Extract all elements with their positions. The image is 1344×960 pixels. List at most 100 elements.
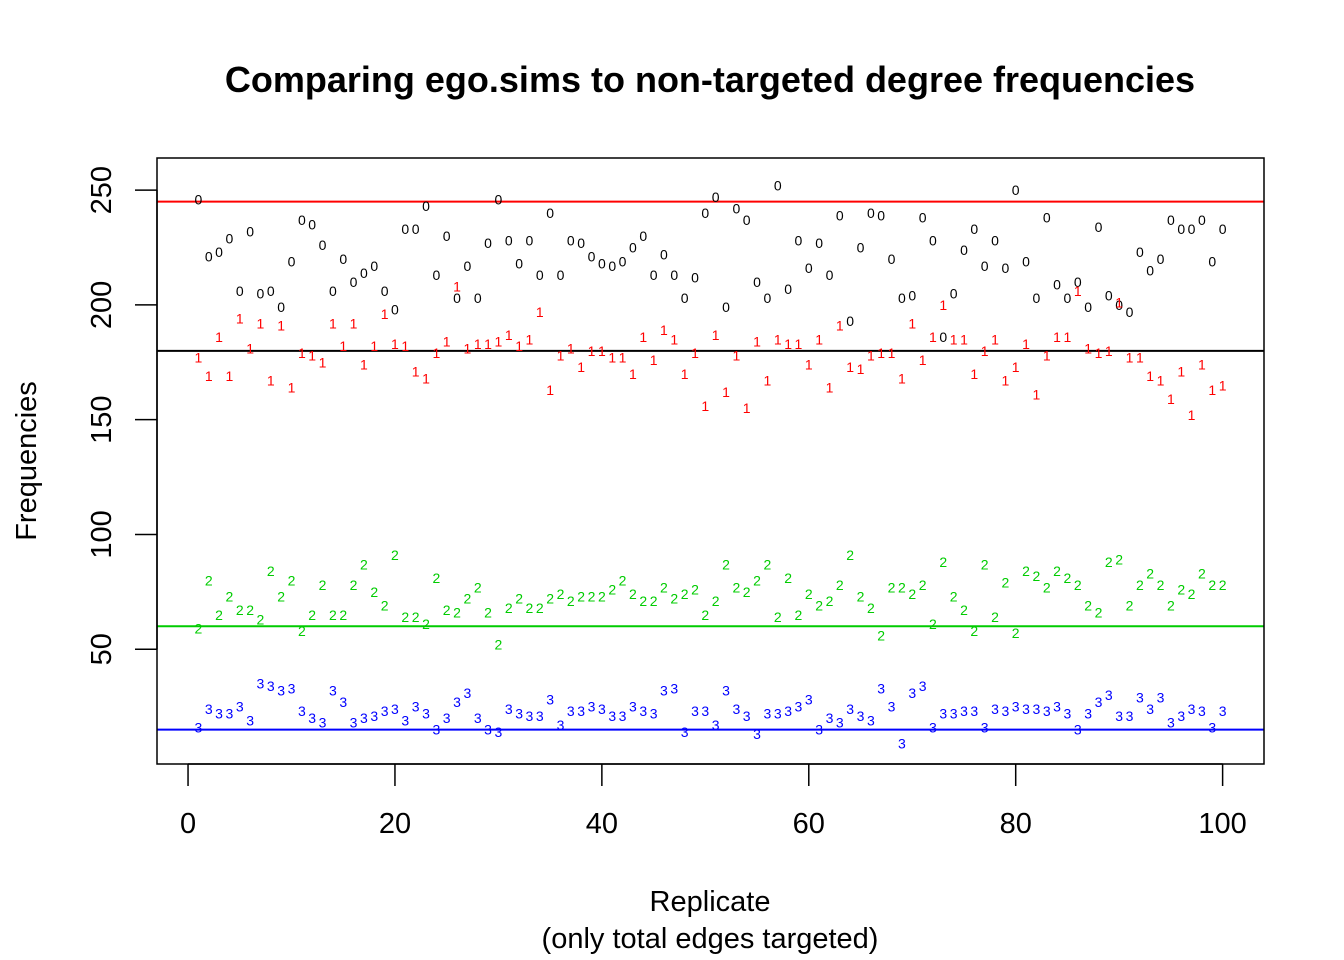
x-tick-label-20: 20 bbox=[379, 808, 411, 840]
point-1-88: 1 bbox=[1095, 345, 1103, 361]
point-3-93: 3 bbox=[1146, 701, 1154, 717]
point-1-90: 1 bbox=[1115, 295, 1123, 311]
point-3-100: 3 bbox=[1219, 703, 1227, 719]
point-1-77: 1 bbox=[981, 343, 989, 359]
point-0-57: 0 bbox=[774, 178, 782, 194]
point-2-34: 2 bbox=[536, 600, 544, 616]
point-3-83: 3 bbox=[1043, 703, 1051, 719]
point-0-71: 0 bbox=[919, 210, 927, 226]
point-3-68: 3 bbox=[888, 699, 896, 715]
point-0-83: 0 bbox=[1043, 210, 1051, 226]
point-0-62: 0 bbox=[826, 267, 834, 283]
point-2-17: 2 bbox=[360, 556, 368, 572]
point-3-17: 3 bbox=[360, 710, 368, 726]
point-1-99: 1 bbox=[1208, 382, 1216, 398]
point-0-96: 0 bbox=[1177, 221, 1185, 237]
point-0-74: 0 bbox=[950, 285, 958, 301]
x-tick-label-40: 40 bbox=[586, 808, 618, 840]
point-3-91: 3 bbox=[1126, 708, 1134, 724]
point-1-9: 1 bbox=[277, 318, 285, 334]
point-0-33: 0 bbox=[526, 233, 534, 249]
point-0-95: 0 bbox=[1167, 212, 1175, 228]
point-3-77: 3 bbox=[981, 719, 989, 735]
reference-lines bbox=[157, 200, 1264, 731]
point-3-27: 3 bbox=[463, 685, 471, 701]
point-1-26: 1 bbox=[453, 279, 461, 295]
point-3-82: 3 bbox=[1032, 701, 1040, 717]
point-0-7: 0 bbox=[257, 285, 265, 301]
point-2-73: 2 bbox=[939, 554, 947, 570]
point-3-48: 3 bbox=[681, 724, 689, 740]
point-2-63: 2 bbox=[836, 577, 844, 593]
point-0-75: 0 bbox=[960, 242, 968, 258]
point-3-43: 3 bbox=[629, 699, 637, 715]
point-0-18: 0 bbox=[370, 258, 378, 274]
point-3-46: 3 bbox=[660, 683, 668, 699]
point-1-51: 1 bbox=[712, 327, 720, 343]
point-0-52: 0 bbox=[722, 299, 730, 315]
point-2-24: 2 bbox=[432, 570, 440, 586]
point-3-18: 3 bbox=[370, 708, 378, 724]
point-3-12: 3 bbox=[308, 710, 316, 726]
point-1-54: 1 bbox=[743, 400, 751, 416]
point-3-64: 3 bbox=[846, 701, 854, 717]
point-3-99: 3 bbox=[1208, 719, 1216, 735]
point-3-98: 3 bbox=[1198, 703, 1206, 719]
point-2-51: 2 bbox=[712, 593, 720, 609]
point-0-91: 0 bbox=[1126, 304, 1134, 320]
point-1-11: 1 bbox=[298, 345, 306, 361]
point-0-38: 0 bbox=[577, 235, 585, 251]
point-2-65: 2 bbox=[857, 588, 865, 604]
y-tick-label-50: 50 bbox=[86, 633, 118, 665]
point-0-79: 0 bbox=[1001, 260, 1009, 276]
point-1-65: 1 bbox=[857, 361, 865, 377]
point-3-2: 3 bbox=[205, 701, 213, 717]
point-1-35: 1 bbox=[546, 382, 554, 398]
point-2-4: 2 bbox=[226, 588, 234, 604]
point-0-29: 0 bbox=[484, 235, 492, 251]
point-2-93: 2 bbox=[1146, 565, 1154, 581]
point-2-35: 2 bbox=[546, 591, 554, 607]
point-0-24: 0 bbox=[432, 267, 440, 283]
point-0-19: 0 bbox=[381, 283, 389, 299]
point-2-5: 2 bbox=[236, 602, 244, 618]
point-0-46: 0 bbox=[660, 246, 668, 262]
point-1-17: 1 bbox=[360, 357, 368, 373]
point-3-96: 3 bbox=[1177, 708, 1185, 724]
point-1-80: 1 bbox=[1012, 359, 1020, 375]
point-0-39: 0 bbox=[588, 249, 596, 265]
point-1-89: 1 bbox=[1105, 343, 1113, 359]
point-1-5: 1 bbox=[236, 311, 244, 327]
point-2-58: 2 bbox=[784, 570, 792, 586]
x-axis: 0 20 40 60 80 100 bbox=[180, 763, 1247, 840]
point-3-40: 3 bbox=[598, 701, 606, 717]
point-1-22: 1 bbox=[412, 363, 420, 379]
point-0-81: 0 bbox=[1022, 253, 1030, 269]
point-2-66: 2 bbox=[867, 600, 875, 616]
point-1-71: 1 bbox=[919, 352, 927, 368]
point-1-20: 1 bbox=[391, 336, 399, 352]
point-0-27: 0 bbox=[463, 258, 471, 274]
point-1-10: 1 bbox=[288, 380, 296, 396]
point-2-89: 2 bbox=[1105, 554, 1113, 570]
point-0-26: 0 bbox=[453, 290, 461, 306]
point-0-34: 0 bbox=[536, 267, 544, 283]
point-0-89: 0 bbox=[1105, 288, 1113, 304]
point-2-2: 2 bbox=[205, 572, 213, 588]
point-0-4: 0 bbox=[226, 230, 234, 246]
x-tick-label-0: 0 bbox=[180, 808, 196, 840]
point-2-85: 2 bbox=[1064, 570, 1072, 586]
point-1-19: 1 bbox=[381, 306, 389, 322]
point-1-87: 1 bbox=[1084, 341, 1092, 357]
point-0-15: 0 bbox=[339, 251, 347, 267]
point-3-44: 3 bbox=[639, 703, 647, 719]
point-3-89: 3 bbox=[1105, 687, 1113, 703]
point-2-50: 2 bbox=[701, 607, 709, 623]
point-2-78: 2 bbox=[991, 609, 999, 625]
point-3-92: 3 bbox=[1136, 689, 1144, 705]
point-2-22: 2 bbox=[412, 609, 420, 625]
point-2-26: 2 bbox=[453, 605, 461, 621]
point-1-38: 1 bbox=[577, 359, 585, 375]
point-0-94: 0 bbox=[1157, 251, 1165, 267]
point-1-57: 1 bbox=[774, 331, 782, 347]
